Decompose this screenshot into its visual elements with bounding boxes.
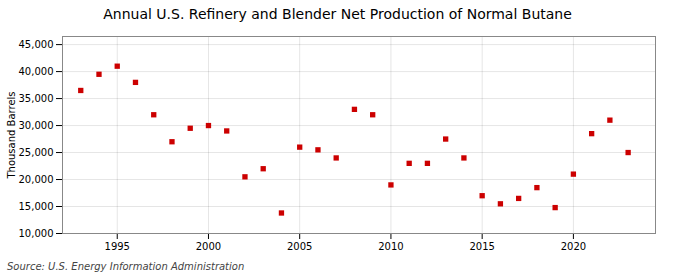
svg-text:20,000: 20,000 — [19, 174, 54, 185]
svg-text:2010: 2010 — [378, 241, 403, 252]
svg-text:2020: 2020 — [561, 241, 586, 252]
svg-text:2015: 2015 — [469, 241, 494, 252]
svg-text:30,000: 30,000 — [19, 120, 54, 131]
svg-text:35,000: 35,000 — [19, 93, 54, 104]
svg-text:45,000: 45,000 — [19, 39, 54, 50]
svg-text:1995: 1995 — [105, 241, 130, 252]
svg-text:Thousand Barrels: Thousand Barrels — [6, 91, 17, 179]
svg-text:2000: 2000 — [196, 241, 221, 252]
html-text:Annual U.S. Refinery and Blend: Annual U.S. Refinery and Blender Net Pro… — [103, 6, 572, 22]
svg-text:15,000: 15,000 — [19, 201, 54, 212]
svg-text:2005: 2005 — [287, 241, 312, 252]
svg-text:25,000: 25,000 — [19, 147, 54, 158]
svg-text:40,000: 40,000 — [19, 66, 54, 77]
html-text:Source: U.S. Energy Informatio: Source: U.S. Energy Information Administ… — [7, 261, 245, 272]
svg-text:10,000: 10,000 — [19, 228, 54, 239]
